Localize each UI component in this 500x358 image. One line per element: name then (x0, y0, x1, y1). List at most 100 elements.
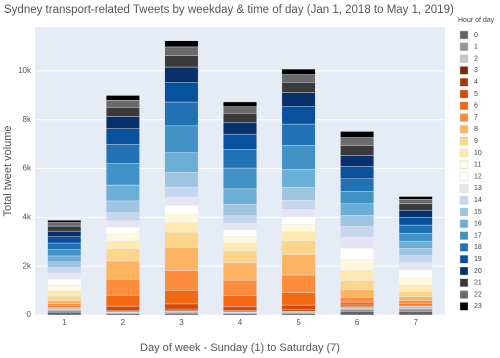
legend-label: 15 (474, 209, 482, 216)
bar-segment (105, 294, 140, 307)
bar-segment (223, 204, 257, 216)
bar-segment (47, 230, 82, 238)
y-tick-label: 2k (23, 261, 32, 270)
bar-segment (281, 169, 316, 188)
bar-segment (223, 250, 257, 263)
y-axis-label: Total tweet volume (2, 125, 14, 216)
bar-segment (281, 216, 316, 225)
bar-segment (398, 284, 433, 292)
legend-swatch (459, 207, 469, 217)
bar-segment (105, 200, 140, 213)
bar-segment (281, 82, 316, 93)
legend-label: 1 (474, 44, 478, 51)
bar-segment (340, 247, 375, 260)
bar-segment (281, 123, 316, 146)
bar-segment (105, 240, 140, 249)
bar-segment (223, 295, 257, 307)
legend-label: 6 (474, 103, 478, 110)
bar-segment (340, 259, 375, 271)
bar-segment (340, 296, 375, 303)
bar-segment (340, 301, 375, 306)
bar-segment (164, 303, 199, 310)
bar-segment (47, 295, 82, 301)
bar-segment (340, 289, 375, 298)
bar-segment (281, 200, 316, 210)
bar-segment (398, 307, 433, 310)
bar-segment (281, 74, 316, 83)
bar-segment (223, 306, 257, 311)
legend-label: 22 (474, 291, 482, 298)
bar-segment (398, 277, 433, 286)
y-tick-label: 10k (18, 66, 32, 75)
bar-segment (340, 270, 375, 281)
legend-label: 17 (474, 232, 482, 239)
legend-swatch (459, 160, 469, 170)
bar-segment (164, 66, 199, 83)
bar-segment (281, 68, 316, 75)
bar-segment (164, 222, 199, 233)
x-tick-label: 1 (62, 318, 67, 327)
legend-swatch (459, 231, 469, 240)
bar-segment (223, 149, 257, 169)
bar-segment (223, 215, 257, 224)
bar-segment (281, 309, 316, 312)
bar-segment (281, 313, 316, 316)
y-tick-label: 4k (23, 212, 32, 221)
bar-segment (398, 217, 433, 226)
bar-segment (164, 101, 199, 127)
y-tick-label: 6k (23, 164, 32, 173)
legend-label: 3 (474, 67, 478, 74)
y-tick-label: 0 (27, 310, 32, 319)
y-tick-label: 8k (23, 115, 32, 124)
bar-segment (47, 236, 82, 244)
bar-segment (164, 205, 199, 214)
bar-segment (105, 116, 140, 129)
legend-swatch (459, 254, 469, 264)
bar-segment (398, 248, 433, 256)
legend-label: 23 (474, 303, 482, 310)
bar-segment (105, 279, 140, 296)
bar-segment (164, 40, 199, 48)
bar-segment (281, 187, 316, 201)
legend-swatch (459, 184, 469, 193)
bar-segment (47, 261, 82, 268)
bar-segment (47, 255, 82, 262)
bar-segment (164, 290, 199, 305)
bar-segment (164, 152, 199, 173)
bar-segment (398, 203, 433, 211)
bar-segment (398, 296, 433, 301)
bar-segment (340, 178, 375, 192)
legend-label: 4 (474, 79, 478, 86)
bar-segment (105, 100, 140, 108)
legend-label: 13 (474, 185, 482, 192)
bar-segment (223, 280, 257, 296)
bar-segment (340, 214, 375, 227)
x-tick-label: 2 (121, 318, 126, 327)
bar-segment (281, 209, 316, 217)
bar-segment (105, 233, 140, 241)
x-tick-label: 6 (355, 318, 360, 327)
bar-segment (223, 113, 257, 123)
bar-segment (340, 203, 375, 216)
bar-segment (223, 229, 257, 237)
legend-title: Hour of day (458, 17, 495, 24)
bar-segment (398, 233, 433, 242)
bar-segment (340, 304, 375, 307)
bar-segment (105, 313, 140, 316)
legend-swatch (459, 125, 469, 134)
bar-segment (105, 220, 140, 228)
bar-segment (223, 167, 257, 190)
bar-segment (164, 247, 199, 271)
bar-segment (164, 308, 199, 311)
bar-segment (105, 248, 140, 262)
bar-segment (398, 269, 433, 278)
bar-segment (47, 309, 82, 313)
x-tick-label: 3 (179, 318, 184, 327)
bar-segment (223, 101, 257, 107)
legend-label: 12 (474, 173, 482, 180)
bar-segment (47, 278, 82, 286)
chart-title: Sydney transport-related Tweets by weekd… (4, 4, 454, 16)
bar-segment (164, 82, 199, 103)
bar-segment (47, 311, 82, 316)
